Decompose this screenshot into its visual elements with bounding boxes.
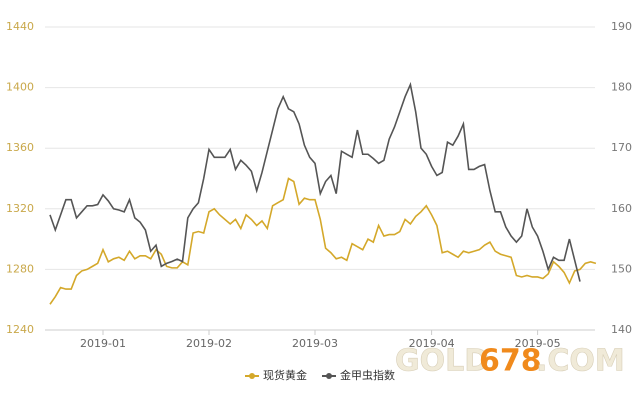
x-tick-label: 2019-03 bbox=[292, 337, 338, 350]
legend-label: 金甲虫指数 bbox=[340, 368, 395, 382]
legend-item: 现货黄金 bbox=[245, 368, 307, 382]
legend-label: 现货黄金 bbox=[263, 368, 307, 382]
x-tick-label: 2019-04 bbox=[409, 337, 455, 350]
y2-tick-label: 150 bbox=[611, 262, 632, 275]
y2-tick-label: 160 bbox=[611, 202, 632, 215]
series-line bbox=[49, 177, 597, 305]
series-line bbox=[49, 81, 581, 282]
watermark: .COM bbox=[536, 344, 625, 379]
y-tick-label: 1400 bbox=[6, 81, 34, 94]
y-tick-label: 1240 bbox=[6, 323, 34, 336]
y2-tick-label: 170 bbox=[611, 141, 632, 154]
x-tick-label: 2019-02 bbox=[186, 337, 232, 350]
y2-tick-label: 180 bbox=[611, 81, 632, 94]
legend-dot bbox=[249, 373, 255, 379]
legend-dot bbox=[326, 373, 332, 379]
y2-tick-label: 140 bbox=[611, 323, 632, 336]
y2-tick-label: 190 bbox=[611, 20, 632, 33]
y-tick-label: 1360 bbox=[6, 141, 34, 154]
x-tick-label: 2019-05 bbox=[515, 337, 561, 350]
y-tick-label: 1440 bbox=[6, 20, 34, 33]
y-tick-label: 1280 bbox=[6, 262, 34, 275]
watermark: GOLD bbox=[395, 344, 489, 379]
x-tick-label: 2019-01 bbox=[80, 337, 126, 350]
y-tick-label: 1320 bbox=[6, 202, 34, 215]
watermark: 678 bbox=[479, 344, 542, 379]
legend-item: 金甲虫指数 bbox=[322, 368, 395, 382]
